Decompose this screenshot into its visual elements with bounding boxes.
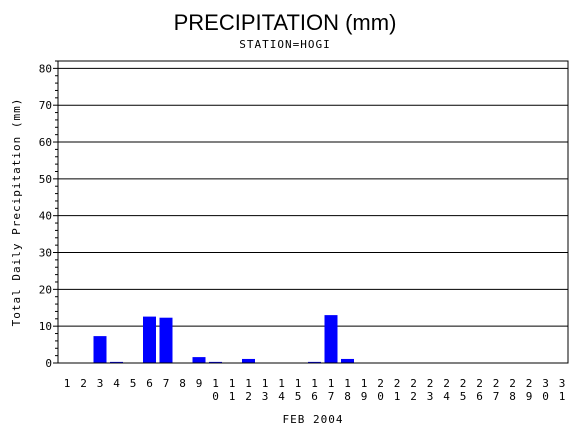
gridlines bbox=[58, 67, 568, 327]
chart-title: PRECIPITATION (mm) bbox=[174, 10, 397, 35]
bar-day-10 bbox=[209, 361, 222, 363]
y-axis-ticks: 0 10 20 30 40 50 60 70 80 bbox=[39, 60, 58, 370]
x-tick-label: 4 bbox=[113, 377, 120, 390]
y-tick-label: 50 bbox=[39, 173, 52, 186]
bar-day-9 bbox=[192, 357, 206, 363]
x-tick-label: 3 bbox=[97, 377, 104, 390]
bar-day-4 bbox=[110, 361, 123, 363]
y-axis-label: Total Daily Precipitation (mm) bbox=[10, 98, 23, 327]
chart-subtitle: STATION=HOGI bbox=[239, 38, 330, 51]
bar-day-16 bbox=[308, 361, 321, 363]
y-tick-label: 60 bbox=[39, 136, 52, 149]
bar-day-7 bbox=[159, 317, 173, 363]
y-tick-label: 30 bbox=[39, 247, 52, 260]
bar-day-6 bbox=[143, 316, 156, 363]
bar-day-3 bbox=[93, 336, 107, 363]
y-tick-label: 40 bbox=[39, 210, 52, 223]
y-tick-label: 10 bbox=[39, 320, 52, 333]
y-tick-label: 20 bbox=[39, 283, 52, 296]
x-tick-label: 8 bbox=[179, 377, 186, 390]
x-tick-label: 7 bbox=[163, 377, 170, 390]
x-tick-label: 2 bbox=[80, 377, 87, 390]
bar-day-18 bbox=[341, 358, 354, 363]
y-tick-label: 0 bbox=[45, 357, 52, 370]
y-tick-label: 70 bbox=[39, 99, 52, 112]
x-tick-label: 9 bbox=[196, 377, 203, 390]
bars bbox=[93, 315, 354, 363]
plot-frame bbox=[57, 60, 569, 364]
x-tick-label: 1 bbox=[64, 377, 71, 390]
bar-day-17 bbox=[324, 315, 338, 363]
x-axis-ticks: 1 2 3 4 5 6 7 8 9 1 01 11 21 31 41 51 61 71 81 92 02 12 22 32 42… bbox=[64, 377, 566, 403]
x-tick-label: 5 bbox=[130, 377, 137, 390]
x-tick-label: 6 bbox=[146, 377, 153, 390]
bar-day-12 bbox=[242, 358, 255, 363]
x-axis-label: FEB 2004 bbox=[283, 413, 344, 426]
y-tick-label: 80 bbox=[39, 62, 52, 75]
